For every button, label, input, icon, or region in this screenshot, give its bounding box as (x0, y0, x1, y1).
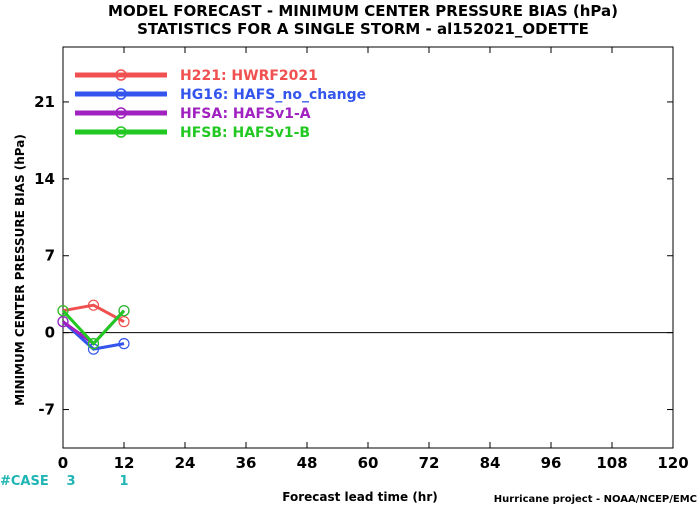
series-point (57, 305, 69, 317)
credit-text: Hurricane project - NOAA/NCEP/EMC (494, 494, 697, 505)
x-tick-label: 96 (541, 454, 562, 472)
y-tick-label: -7 (38, 401, 55, 419)
series-point (118, 338, 130, 350)
x-tick-label: 12 (114, 454, 135, 472)
chart-title: MODEL FORECAST - MINIMUM CENTER PRESSURE… (108, 2, 618, 20)
x-axis: 0 12 24 36 48 60 72 84 96 108 120 (58, 47, 689, 472)
series-point (118, 316, 130, 328)
x-tick-label: 36 (236, 454, 257, 472)
x-tick-label: 120 (657, 454, 688, 472)
x-axis-label: Forecast lead time (hr) (282, 490, 438, 504)
series-point (87, 299, 100, 311)
legend-swatch-marker (115, 88, 127, 100)
case-count: 3 (66, 474, 75, 489)
series-line (62, 303, 125, 323)
y-tick-label: 7 (45, 247, 55, 265)
legend-swatch-marker (115, 126, 127, 138)
legend-label: HG16: HAFS_no_change (180, 87, 366, 103)
series-line (61, 309, 126, 346)
plot-area-frame (62, 46, 674, 449)
chart-subtitle: STATISTICS FOR A SINGLE STORM - al152021… (137, 20, 589, 38)
x-tick-label: 108 (596, 454, 627, 472)
legend-label: HFSA: HAFSv1-A (180, 106, 311, 122)
x-tick-label: 48 (297, 454, 318, 472)
y-axis: -7 0 7 14 21 (34, 93, 673, 419)
series-point (57, 316, 69, 328)
case-count: 1 (119, 474, 128, 489)
series-layer (57, 299, 130, 355)
x-tick-label: 0 (58, 454, 68, 472)
legend-swatch-marker (115, 107, 127, 119)
x-tick-label: 72 (419, 454, 440, 472)
series-point (87, 338, 100, 350)
series-point (118, 305, 130, 317)
x-tick-label: 84 (480, 454, 501, 472)
x-tick-label: 60 (358, 454, 379, 472)
y-axis-label: MINIMUM CENTER PRESSURE BIAS (hPa) (13, 134, 27, 406)
y-tick-label: 21 (34, 93, 55, 111)
legend-label: H221: HWRF2021 (180, 68, 318, 84)
legend: H221: HWRF2021 HG16: HAFS_no_change HFSA: … (75, 68, 366, 141)
case-label: #CASE (0, 474, 49, 489)
x-tick-label: 24 (175, 454, 196, 472)
y-tick-label: 14 (34, 170, 55, 188)
y-tick-label: 0 (45, 324, 55, 342)
legend-label: HFSB: HAFSv1-B (180, 125, 310, 141)
legend-swatch-marker (115, 69, 127, 81)
